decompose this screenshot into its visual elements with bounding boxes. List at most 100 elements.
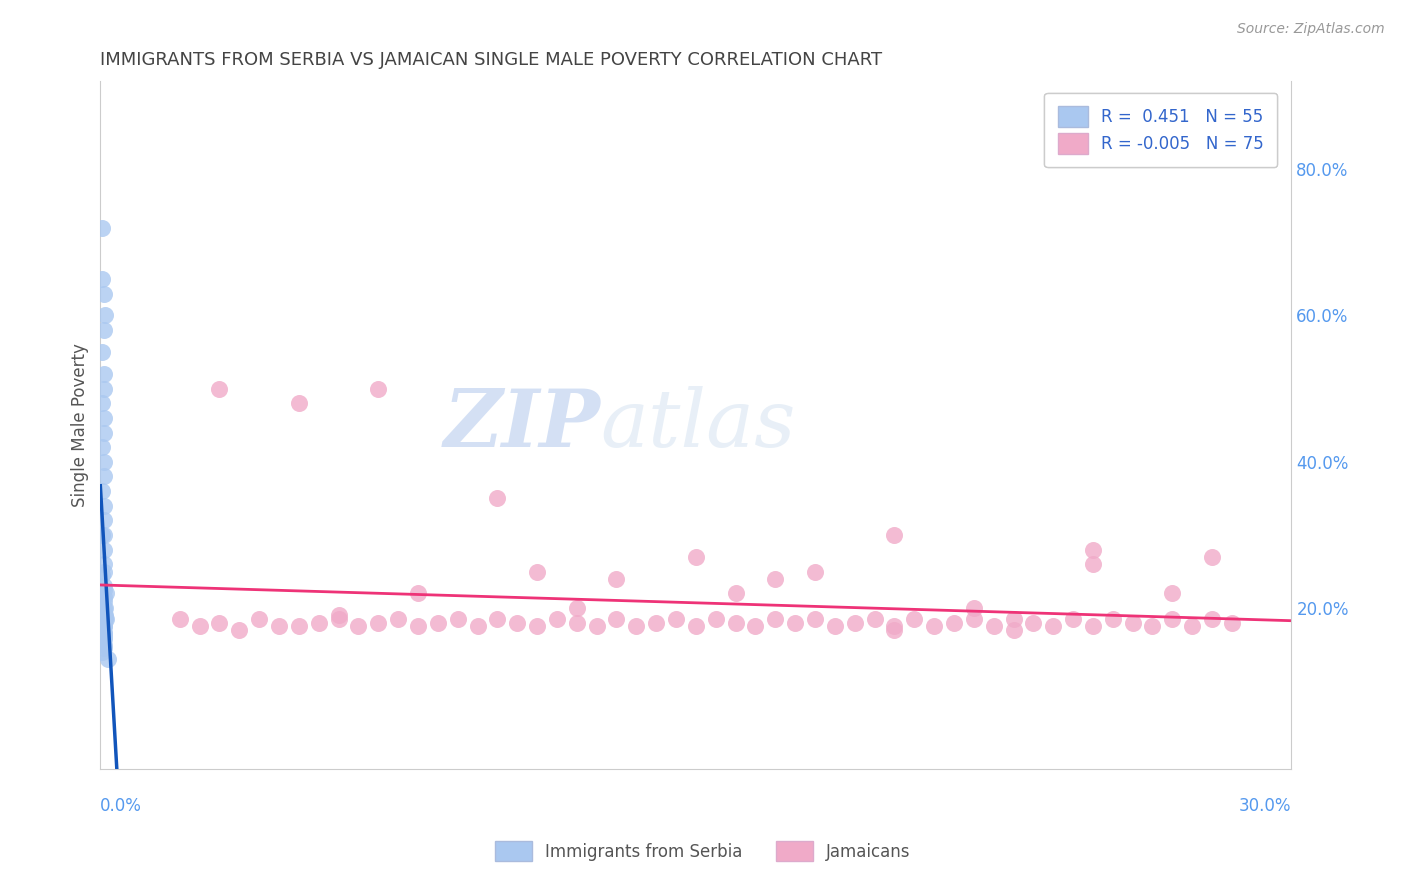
Point — [93, 582, 115, 597]
Point — [288, 619, 311, 633]
Point — [347, 619, 370, 633]
Point — [883, 623, 905, 637]
Point — [447, 612, 470, 626]
Point — [1042, 619, 1064, 633]
Point — [93, 601, 115, 615]
Point — [188, 619, 211, 633]
Point — [645, 615, 668, 630]
Point — [963, 601, 986, 615]
Point — [546, 612, 568, 626]
Point — [91, 484, 114, 499]
Point — [93, 558, 115, 572]
Point — [247, 612, 270, 626]
Point — [93, 323, 115, 337]
Point — [406, 619, 429, 633]
Point — [93, 605, 115, 619]
Point — [1002, 612, 1025, 626]
Point — [96, 612, 118, 626]
Point — [93, 631, 115, 645]
Point — [94, 601, 117, 615]
Point — [208, 382, 231, 396]
Point — [526, 565, 548, 579]
Point — [93, 608, 115, 623]
Point — [785, 615, 807, 630]
Point — [1220, 615, 1243, 630]
Point — [91, 586, 114, 600]
Point — [93, 455, 115, 469]
Point — [1081, 619, 1104, 633]
Point — [1161, 612, 1184, 626]
Point — [1142, 619, 1164, 633]
Point — [169, 612, 191, 626]
Point — [93, 638, 115, 652]
Point — [486, 491, 509, 506]
Point — [91, 598, 114, 612]
Point — [91, 623, 114, 637]
Point — [93, 513, 115, 527]
Legend: R =  0.451   N = 55, R = -0.005   N = 75: R = 0.451 N = 55, R = -0.005 N = 75 — [1045, 93, 1277, 167]
Point — [288, 396, 311, 410]
Point — [93, 469, 115, 483]
Point — [93, 410, 115, 425]
Point — [1062, 612, 1084, 626]
Point — [93, 612, 115, 626]
Point — [328, 608, 350, 623]
Point — [565, 615, 588, 630]
Point — [97, 652, 120, 666]
Point — [91, 645, 114, 659]
Point — [93, 632, 115, 646]
Point — [626, 619, 648, 633]
Text: IMMIGRANTS FROM SERBIA VS JAMAICAN SINGLE MALE POVERTY CORRELATION CHART: IMMIGRANTS FROM SERBIA VS JAMAICAN SINGL… — [100, 51, 883, 69]
Point — [91, 612, 114, 626]
Point — [467, 619, 489, 633]
Point — [763, 612, 786, 626]
Point — [605, 572, 627, 586]
Point — [883, 619, 905, 633]
Point — [94, 608, 117, 623]
Point — [96, 586, 118, 600]
Point — [844, 615, 866, 630]
Point — [903, 612, 925, 626]
Point — [93, 612, 115, 626]
Point — [744, 619, 766, 633]
Point — [93, 499, 115, 513]
Point — [228, 623, 250, 637]
Point — [93, 608, 115, 623]
Text: 30.0%: 30.0% — [1239, 797, 1292, 814]
Point — [983, 619, 1005, 633]
Point — [367, 615, 389, 630]
Point — [91, 629, 114, 643]
Point — [1122, 615, 1144, 630]
Point — [387, 612, 409, 626]
Point — [685, 549, 707, 564]
Point — [93, 367, 115, 381]
Point — [1081, 542, 1104, 557]
Point — [863, 612, 886, 626]
Point — [93, 626, 115, 640]
Point — [883, 528, 905, 542]
Point — [1002, 623, 1025, 637]
Point — [685, 619, 707, 633]
Point — [93, 641, 115, 656]
Point — [506, 615, 529, 630]
Text: Source: ZipAtlas.com: Source: ZipAtlas.com — [1237, 22, 1385, 37]
Point — [91, 345, 114, 359]
Point — [605, 612, 627, 626]
Point — [763, 572, 786, 586]
Point — [93, 579, 115, 593]
Point — [267, 619, 290, 633]
Text: 0.0%: 0.0% — [100, 797, 142, 814]
Point — [328, 612, 350, 626]
Point — [367, 382, 389, 396]
Point — [91, 634, 114, 648]
Point — [824, 619, 846, 633]
Point — [1181, 619, 1204, 633]
Point — [91, 220, 114, 235]
Point — [406, 586, 429, 600]
Point — [93, 619, 115, 633]
Point — [1081, 558, 1104, 572]
Point — [1101, 612, 1123, 626]
Point — [1201, 612, 1223, 626]
Point — [91, 440, 114, 454]
Point — [93, 619, 115, 633]
